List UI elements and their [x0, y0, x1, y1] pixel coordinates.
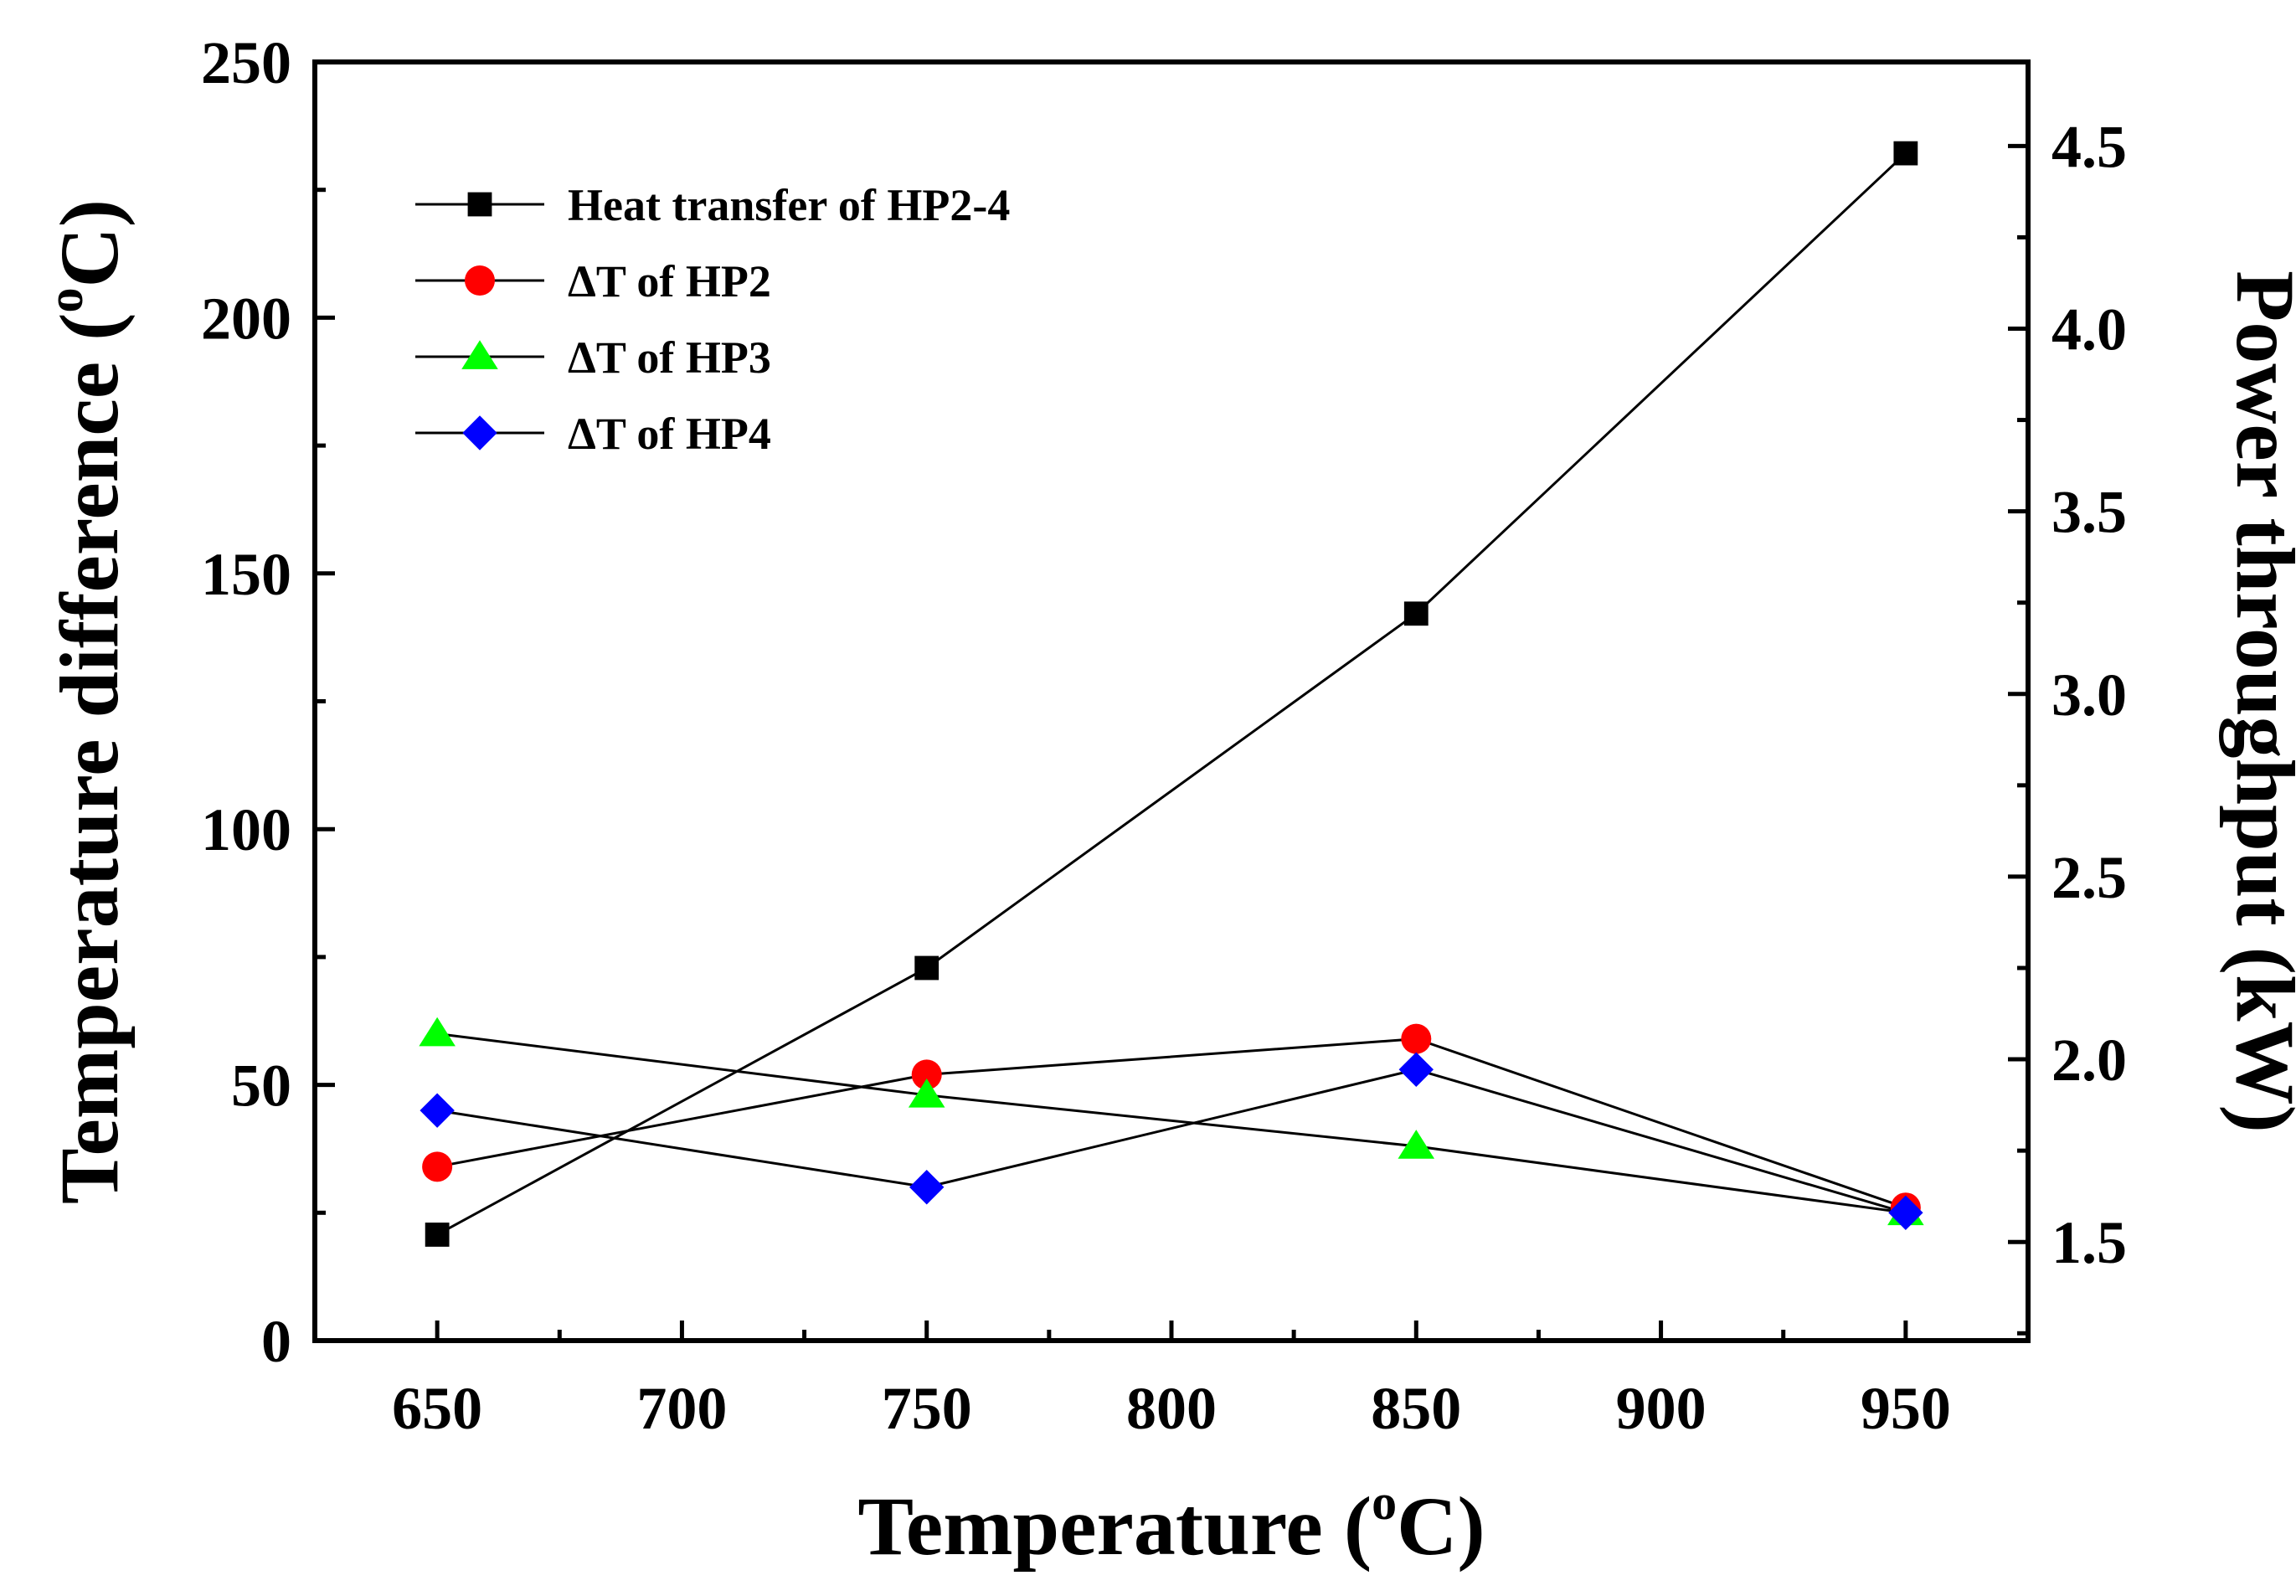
y-left-tick-label: 0: [261, 1308, 291, 1375]
y-right-tick-label: 1.5: [2051, 1209, 2127, 1276]
y-right-tick-label: 4.5: [2051, 113, 2127, 180]
data-point-square: [1893, 141, 1918, 166]
data-point-circle: [911, 1059, 942, 1090]
y-right-tick-label: 3.5: [2051, 479, 2127, 546]
y-right-tick-label: 3.0: [2051, 662, 2127, 728]
legend-label: ΔT of HP3: [568, 332, 771, 383]
legend-marker-triangle: [461, 340, 498, 369]
y-left-tick-label: 200: [201, 285, 291, 352]
y-left-tick-label: 150: [201, 541, 291, 608]
series-line-diamond: [436, 1068, 1907, 1214]
legend: Heat transfer of HP2-4 ΔT of HP2 ΔT of HP3…: [415, 180, 1010, 459]
plot-frame: [312, 59, 2031, 1343]
data-point-square: [914, 955, 940, 981]
x-axis-title: Temperature (oC): [857, 1475, 1485, 1573]
axis-tick-labels: 650 700 750 800 850 900 950 0 50 100 150 200 250 1.5 2…: [201, 29, 2127, 1442]
data-point-circle: [422, 1151, 453, 1182]
series-line-square: [436, 152, 1907, 1236]
y-right-tick-label: 4.0: [2051, 296, 2127, 363]
x-tick-label: 800: [1126, 1375, 1217, 1442]
legend-label: ΔT of HP4: [568, 409, 771, 459]
axis-ticks: [315, 59, 2031, 1343]
data-point-triangle: [419, 1017, 456, 1047]
legend-marker-square: [467, 192, 492, 217]
data-point-diamond: [909, 1170, 945, 1205]
y-left-tick-label: 250: [201, 29, 291, 96]
data-point-diamond: [1398, 1052, 1434, 1087]
y-left-tick-label: 50: [231, 1053, 291, 1120]
data-point-diamond: [1888, 1195, 1923, 1230]
legend-label: ΔT of HP2: [568, 256, 771, 306]
series-lines: [436, 152, 1907, 1236]
x-tick-label: 850: [1371, 1375, 1461, 1442]
x-tick-label: 650: [392, 1375, 482, 1442]
y-axis-left-title: Temperature difference (oC): [38, 199, 136, 1204]
series-line-triangle: [436, 1032, 1907, 1214]
series-line-circle: [436, 1037, 1907, 1209]
data-point-triangle: [1398, 1130, 1435, 1159]
legend-marker-diamond: [462, 415, 497, 450]
legend-marker-circle: [465, 265, 495, 296]
x-tick-label: 900: [1616, 1375, 1707, 1442]
y-axis-right-title: Power throughput (kW): [2219, 270, 2296, 1133]
x-tick-label: 700: [636, 1375, 727, 1442]
data-point-triangle: [908, 1079, 945, 1108]
x-tick-label: 750: [882, 1375, 972, 1442]
data-point-diamond: [420, 1093, 455, 1128]
series-markers: [419, 141, 1924, 1247]
data-point-square: [425, 1223, 450, 1247]
x-tick-label: 950: [1861, 1375, 1951, 1442]
data-point-circle: [1401, 1023, 1432, 1054]
y-right-tick-label: 2.0: [2051, 1027, 2127, 1094]
y-left-tick-label: 100: [201, 796, 291, 863]
data-point-square: [1403, 601, 1429, 626]
legend-label: Heat transfer of HP2-4: [568, 180, 1010, 230]
y-right-tick-label: 2.5: [2051, 844, 2127, 911]
